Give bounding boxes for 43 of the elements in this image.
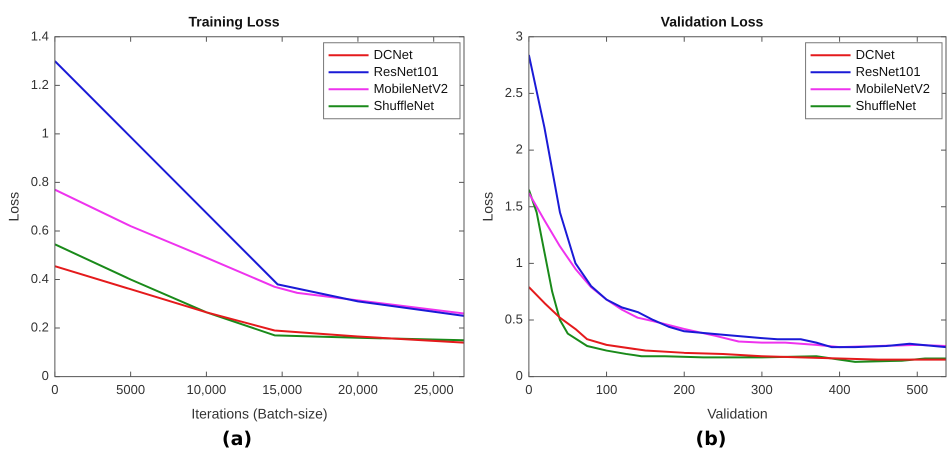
y-tick-label: 1.2 — [30, 76, 49, 92]
y-tick-label: 0.8 — [30, 174, 49, 190]
y-tick-label: 0 — [516, 368, 523, 384]
y-axis-title: Loss — [479, 192, 496, 222]
legend-label: MobileNetV2 — [856, 80, 930, 96]
x-tick-label: 10,000 — [186, 382, 226, 397]
y-tick-label: 1.4 — [30, 28, 49, 44]
x-tick-label: 400 — [828, 382, 850, 397]
legend-label: ShuffleNet — [856, 98, 916, 113]
y-tick-label: 0 — [42, 368, 49, 384]
x-tick-label: 15,000 — [262, 382, 302, 397]
x-tick-label: 500 — [906, 382, 928, 397]
y-tick-label: 0.2 — [30, 320, 49, 335]
x-axis-title: Validation — [707, 405, 768, 422]
legend-label: ResNet101 — [856, 64, 921, 79]
y-tick-label: 3 — [516, 28, 523, 44]
legend-label: DCNet — [374, 46, 413, 62]
x-tick-label: 0 — [525, 382, 532, 397]
y-tick-label: 0.4 — [30, 271, 49, 286]
y-tick-label: 2 — [516, 142, 523, 157]
x-tick-label: 100 — [596, 382, 618, 397]
y-tick-label: 0.5 — [504, 312, 523, 327]
legend-label: ShuffleNet — [374, 98, 434, 113]
x-tick-label: 20,000 — [338, 382, 378, 397]
y-axis-title: Loss — [5, 192, 22, 222]
x-axis-title: Iterations (Batch-size) — [191, 405, 328, 422]
text: (b) — [694, 427, 728, 452]
legend-label: DCNet — [856, 46, 895, 62]
y-tick-label: 1 — [42, 125, 49, 140]
text: (a) — [220, 427, 254, 452]
x-tick-label: 200 — [673, 382, 696, 397]
x-tick-label: 25,000 — [414, 382, 454, 397]
legend-label: MobileNetV2 — [374, 80, 448, 96]
chart-title: Validation Loss — [660, 13, 764, 30]
y-tick-label: 1.5 — [504, 198, 523, 214]
x-tick-label: 0 — [51, 382, 58, 397]
x-tick-label: 5000 — [116, 382, 146, 397]
y-tick-label: 0.6 — [30, 222, 49, 238]
legend-label: ResNet101 — [374, 64, 439, 79]
chart-title: Training Loss — [188, 13, 280, 30]
y-tick-label: 2.5 — [504, 85, 523, 100]
y-tick-label: 1 — [516, 254, 523, 270]
x-tick-label: 300 — [751, 382, 773, 397]
